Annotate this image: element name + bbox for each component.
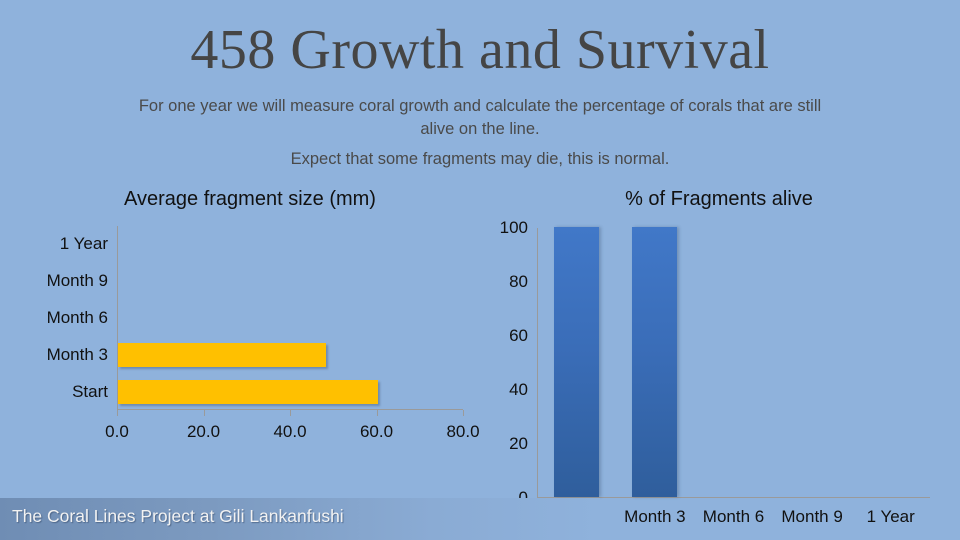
y-axis-tick-label: 60: [509, 326, 528, 345]
x-axis-tick-label: 60.0: [359, 422, 394, 441]
y-axis-tick-label: 0: [519, 488, 528, 508]
chart-average-fragment-size[interactable]: Average fragment size (mm) 0.0 20.0 40.0 60…: [10, 186, 490, 471]
x-axis-tick: [290, 410, 291, 416]
category-label: Month 6: [46, 308, 108, 327]
y-axis-line-right: [537, 228, 538, 498]
category-label: Month 6: [702, 507, 765, 526]
y-axis-tick-label: 40: [509, 380, 528, 399]
x-axis-tick-label: 80.0: [446, 422, 480, 441]
footer-caption: The Coral Lines Project at Gili Lankanfu…: [12, 506, 344, 526]
category-label: Month 9: [46, 271, 108, 291]
chart-title-right: % of Fragments alive: [625, 188, 813, 210]
category-label: 1 Year: [59, 234, 108, 254]
category-label: Month 9: [781, 507, 843, 526]
category-label: Month 3: [46, 344, 108, 364]
category-label: 1 Year: [866, 507, 915, 526]
y-axis-tick-label: 20: [509, 434, 528, 453]
y-axis-tick-label: 100: [499, 218, 528, 237]
subtitle-line-1: For one year we will measure coral growt…: [138, 97, 822, 138]
plot-area-left: 0.0 20.0 40.0 60.0 80.0 Start Month 3 Month 6 Mo…: [47, 226, 480, 441]
bar-segment[interactable]: [118, 342, 326, 367]
category-label: Month 3: [624, 507, 686, 526]
x-axis-tick: [376, 410, 378, 416]
y-axis-line-left: [117, 226, 118, 410]
bar-segment[interactable]: [118, 379, 378, 404]
category-label: Start: [72, 381, 108, 401]
page-title: 458 Growth and Survival: [190, 19, 770, 81]
x-axis-tick: [117, 410, 118, 416]
chart-percent-fragments-alive[interactable]: % of Fragments alive 020406080100StartMo…: [478, 186, 960, 531]
x-axis-line-left: [117, 409, 463, 410]
x-axis-line-right: [537, 497, 930, 498]
x-axis-tick-label: 40.0: [273, 422, 307, 441]
slide-subtitle: For one year we will measure coral growt…: [130, 95, 830, 171]
x-axis-tick: [203, 410, 205, 416]
chart-title-left: Average fragment size (mm): [124, 188, 376, 210]
subtitle-line-2: Expect that some fragments may die, this…: [290, 150, 670, 168]
x-axis-tick-label: 0.0: [105, 422, 129, 441]
footer-band: [0, 498, 600, 540]
bar-segment[interactable]: [553, 227, 599, 497]
x-axis-tick-label: 20.0: [186, 422, 221, 441]
y-axis-tick-label: 80: [509, 272, 528, 291]
x-axis-tick: [463, 410, 464, 416]
bar-segment[interactable]: [632, 227, 678, 497]
